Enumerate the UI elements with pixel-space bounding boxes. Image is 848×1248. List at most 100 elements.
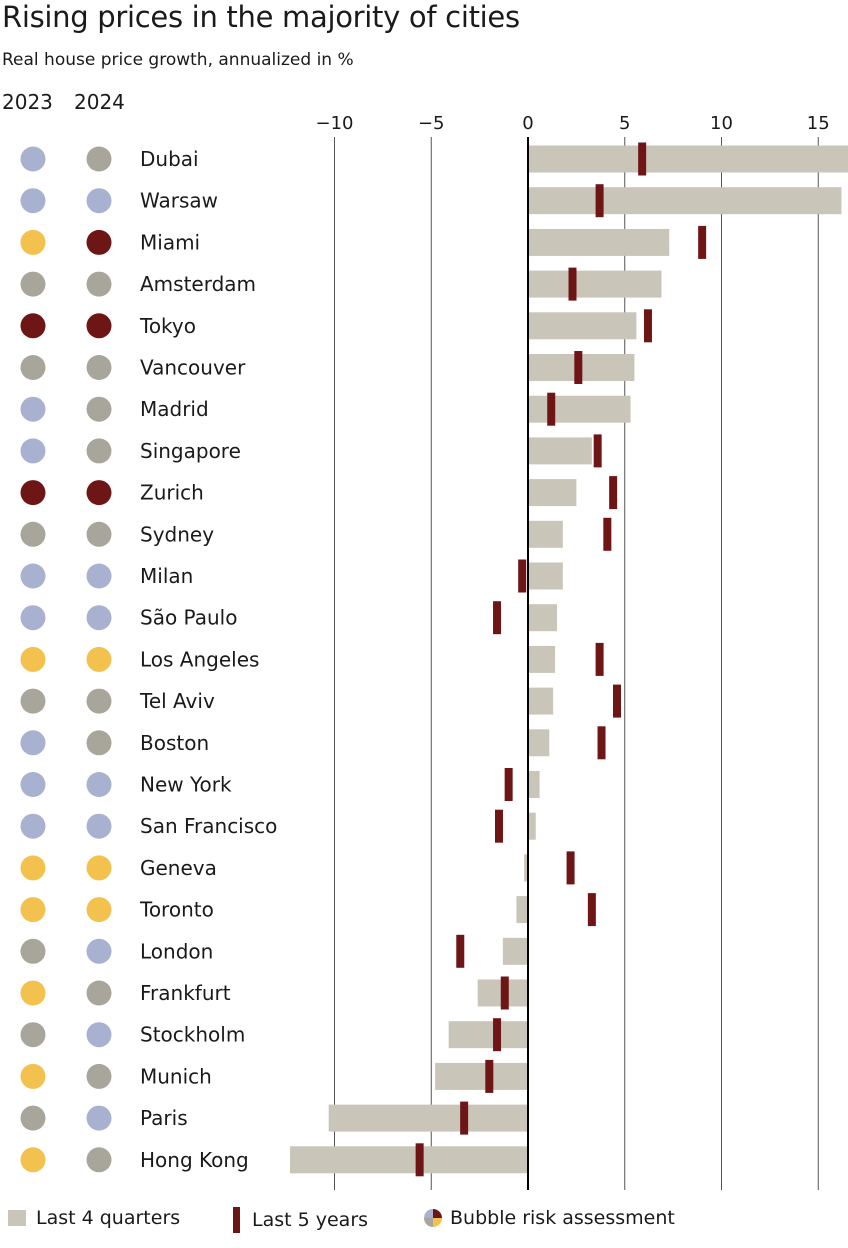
risk-dot-2023-tokyo: [20, 313, 46, 339]
city-label-san-francisco: San Francisco: [140, 814, 277, 838]
risk-dot-2023-munich: [20, 1063, 46, 1089]
tick-miami: [698, 225, 707, 259]
tick-san-francisco: [494, 809, 503, 843]
x-tick-label: −5: [418, 113, 445, 134]
legend-bubble-label: Bubble risk assessment: [450, 1207, 675, 1229]
bar-stockholm: [448, 1021, 528, 1049]
bar-sydney: [528, 520, 563, 548]
tick-los-angeles: [595, 642, 604, 676]
x-tick-label: 15: [807, 113, 830, 134]
risk-dot-2023-los-angeles: [20, 646, 46, 672]
tick-singapore: [593, 434, 602, 468]
risk-dot-2023-amsterdam: [20, 271, 46, 297]
risk-dot-2023-toronto: [20, 897, 46, 923]
tick-stockholm: [493, 1018, 502, 1052]
risk-dot-2023-miami: [20, 229, 46, 255]
risk-dot-2023-zurich: [20, 480, 46, 506]
bar-boston: [528, 729, 550, 757]
risk-dot-2023-vancouver: [20, 355, 46, 380]
bar-zurich: [528, 479, 577, 507]
tick-boston: [597, 726, 606, 760]
risk-dot-2023-stockholm: [20, 1022, 46, 1048]
city-label-geneva: Geneva: [140, 856, 217, 880]
risk-dot-2023-milan: [20, 563, 46, 589]
bubble-risk-pie-icon: [424, 1209, 442, 1227]
risk-dot-2023-tel-aviv: [20, 688, 46, 714]
city-label-london: London: [140, 939, 213, 963]
risk-dot-2023-sydney: [20, 521, 46, 547]
bar-warsaw: [528, 187, 842, 215]
bar-tel-aviv: [528, 687, 554, 715]
risk-dot-2024-milan: [86, 563, 112, 589]
risk-header-2023: 2023: [2, 90, 53, 114]
legend-bar-label: Last 4 quarters: [36, 1207, 181, 1229]
city-label-singapore: Singapore: [140, 439, 241, 463]
city-label-sydney: Sydney: [140, 522, 214, 546]
tick-new-york: [504, 768, 513, 801]
tick-amsterdam: [568, 267, 577, 301]
chart-subtitle: Real house price growth, annualized in %: [2, 50, 354, 70]
legend-tick-swatch: [233, 1207, 240, 1233]
risk-dot-2024-los-angeles: [86, 646, 112, 672]
bar-madrid: [528, 395, 631, 423]
risk-dot-2024-tel-aviv: [86, 688, 112, 714]
bar-hong-kong: [289, 1146, 528, 1174]
risk-dot-2024-amsterdam: [86, 271, 112, 297]
city-label-madrid: Madrid: [140, 397, 209, 421]
risk-dot-2023-paris: [20, 1105, 46, 1131]
risk-dot-2024-san-francisco: [86, 813, 112, 839]
risk-dot-2024-paris: [86, 1105, 112, 1131]
risk-dot-2023-madrid: [20, 396, 46, 422]
tick-madrid: [547, 392, 556, 426]
bar-london: [502, 937, 528, 965]
risk-dot-2024-miami: [86, 229, 112, 255]
city-label-warsaw: Warsaw: [140, 189, 218, 213]
bar-paris: [328, 1104, 528, 1132]
chart-title: Rising prices in the majority of cities: [2, 0, 520, 34]
risk-dot-2023-new-york: [20, 772, 46, 797]
city-label-milan: Milan: [140, 564, 193, 588]
risk-dot-2024-madrid: [86, 396, 112, 422]
legend-item-last-4-quarters: Last 4 quarters: [8, 1207, 180, 1229]
bar-sao-paulo: [528, 604, 558, 632]
risk-dot-2023-sao-paulo: [20, 605, 46, 631]
risk-dot-2024-dubai: [86, 146, 112, 172]
tick-geneva: [566, 851, 575, 885]
risk-dot-2024-munich: [86, 1063, 112, 1089]
tick-tokyo: [643, 309, 652, 343]
tick-hong-kong: [415, 1143, 424, 1177]
risk-dot-2024-sao-paulo: [86, 605, 112, 631]
x-tick-label: −10: [316, 113, 354, 134]
tick-milan: [518, 559, 527, 593]
city-label-paris: Paris: [140, 1106, 188, 1130]
risk-dot-2024-singapore: [86, 438, 112, 464]
bar-new-york: [528, 771, 540, 798]
bar-milan: [528, 562, 563, 590]
risk-dot-2024-toronto: [86, 897, 112, 923]
tick-sydney: [603, 517, 612, 551]
risk-dot-2024-london: [86, 938, 112, 964]
risk-dot-2023-dubai: [20, 146, 46, 172]
bar-los-angeles: [528, 645, 556, 673]
risk-dot-2023-san-francisco: [20, 813, 46, 839]
bar-singapore: [528, 437, 592, 465]
risk-dot-2024-sydney: [86, 521, 112, 547]
risk-dot-2024-tokyo: [86, 313, 112, 339]
risk-header-2024: 2024: [74, 90, 125, 114]
tick-zurich: [609, 476, 618, 510]
city-label-dubai: Dubai: [140, 147, 199, 171]
city-label-frankfurt: Frankfurt: [140, 981, 231, 1005]
chart-legend: Last 4 quarters Last 5 years Bubble risk…: [0, 1207, 848, 1237]
tick-vancouver: [574, 351, 583, 384]
city-label-hong-kong: Hong Kong: [140, 1148, 249, 1172]
tick-munich: [485, 1059, 494, 1093]
x-tick-label: 0: [522, 113, 533, 134]
city-label-los-angeles: Los Angeles: [140, 647, 259, 671]
risk-dot-2024-vancouver: [86, 355, 112, 380]
bar-miami: [528, 228, 670, 256]
city-label-boston: Boston: [140, 731, 209, 755]
city-label-zurich: Zurich: [140, 481, 204, 505]
risk-dot-2023-frankfurt: [20, 980, 46, 1006]
city-label-munich: Munich: [140, 1064, 212, 1088]
city-label-sao-paulo: São Paulo: [140, 606, 237, 630]
